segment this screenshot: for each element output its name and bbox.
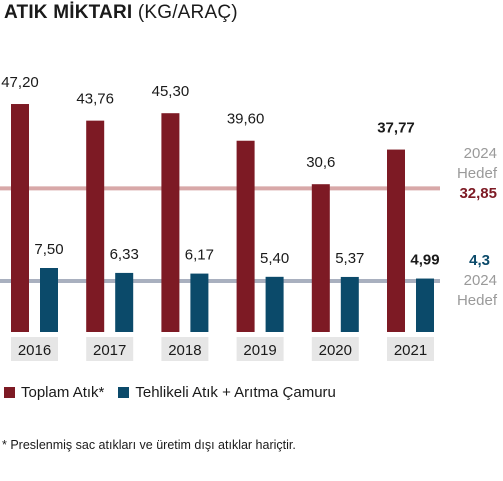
bar-hazardous-2016 xyxy=(40,268,58,332)
label-hazardous-2021: 4,99 xyxy=(410,252,439,269)
label-hazardous-2016: 7,50 xyxy=(34,241,63,258)
label-total-2017: 43,76 xyxy=(76,91,114,108)
bar-total-2018 xyxy=(161,113,180,333)
bar-hazardous-2020 xyxy=(340,276,359,332)
year-box-2016 xyxy=(11,337,58,361)
label-total-2020: 30,6 xyxy=(306,154,335,171)
year-box-2020 xyxy=(311,337,359,361)
chart-title-unit: (KG/ARAÇ) xyxy=(137,2,238,23)
legend-item-total: Toplam Atık* xyxy=(4,384,104,401)
label-hazardous-2017: 6,33 xyxy=(110,246,139,263)
bar-total-2020 xyxy=(311,184,330,332)
label-total-2018: 45,30 xyxy=(152,83,190,100)
waste-amount-chart: 47,20 7,50 2016 43,76 6,33 2017 45,30 6,17 2018 3… xyxy=(0,74,498,361)
chart-title: ATIK MİKTARI (KG/ARAÇ) xyxy=(4,2,238,24)
label-total-2021: 37,77 xyxy=(377,120,415,137)
legend-label-hazardous: Tehlikeli Atık + Arıtma Çamuru xyxy=(135,384,336,401)
chart-legend: Toplam Atık* Tehlikeli Atık + Arıtma Çam… xyxy=(4,384,350,401)
label-hazardous-2020: 5,37 xyxy=(335,250,364,267)
bar-total-2016 xyxy=(11,104,29,332)
target-total-value: 32,85 xyxy=(459,185,497,202)
tick-label-2020: 2020 xyxy=(319,342,352,359)
year-box-2017 xyxy=(86,337,134,361)
label-hazardous-2019: 5,40 xyxy=(260,250,289,267)
tick-label-2019: 2019 xyxy=(243,342,276,359)
target-hazardous-value: 4,3 xyxy=(469,252,490,269)
bar-hazardous-2018 xyxy=(190,273,209,332)
bar-hazardous-2019 xyxy=(265,276,284,332)
legend-swatch-total xyxy=(4,387,15,398)
tick-label-2016: 2016 xyxy=(18,342,51,359)
target-total-year: 2024 xyxy=(464,145,497,162)
chart-title-main: ATIK MİKTARI xyxy=(4,2,133,23)
target-total-label: Hedef xyxy=(457,165,498,182)
legend-swatch-hazardous xyxy=(118,387,130,398)
legend-item-hazardous: Tehlikeli Atık + Arıtma Çamuru xyxy=(118,384,336,401)
label-total-2016: 47,20 xyxy=(1,74,39,91)
bar-hazardous-2021 xyxy=(416,278,434,332)
tick-label-2021: 2021 xyxy=(394,342,427,359)
tick-label-2017: 2017 xyxy=(93,342,126,359)
label-hazardous-2018: 6,17 xyxy=(185,247,214,264)
target-hazardous-year: 2024 xyxy=(464,272,497,289)
year-box-2019 xyxy=(236,337,284,361)
legend-label-total: Toplam Atık* xyxy=(21,384,105,401)
bar-total-2021 xyxy=(387,149,405,332)
bar-total-2017 xyxy=(86,120,105,333)
label-total-2019: 39,60 xyxy=(227,111,265,128)
target-hazardous-label: Hedef xyxy=(457,292,498,309)
bar-total-2019 xyxy=(236,140,255,332)
year-box-2021 xyxy=(387,337,434,361)
tick-label-2018: 2018 xyxy=(168,342,201,359)
year-box-2018 xyxy=(161,337,209,361)
bar-hazardous-2017 xyxy=(115,272,134,332)
footnote: * Preslenmiş sac atıkları ve üretim dışı… xyxy=(2,438,296,452)
